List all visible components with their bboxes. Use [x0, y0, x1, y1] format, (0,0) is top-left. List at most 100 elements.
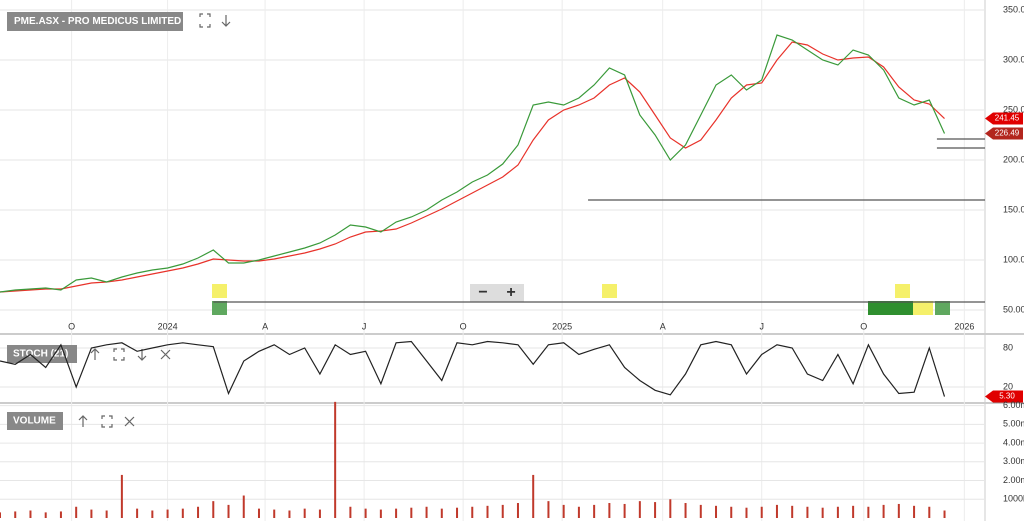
close-icon[interactable] — [160, 349, 171, 360]
volume-bar — [181, 508, 184, 518]
marker — [935, 301, 950, 315]
volume-bar — [303, 508, 306, 518]
volume-bar — [562, 504, 565, 518]
x-tick-label: O — [68, 321, 75, 331]
volume-bar — [59, 511, 62, 518]
y-tick-label: 20 — [1003, 381, 1013, 391]
zoom-out[interactable]: − — [478, 284, 487, 301]
volume-bar — [136, 508, 139, 518]
y-tick-label: 80 — [1003, 342, 1013, 352]
volume-bar — [486, 505, 489, 518]
volume-bar — [791, 505, 794, 518]
volume-bar — [532, 474, 535, 518]
x-tick-label: 2024 — [158, 321, 178, 331]
volume-bar — [654, 502, 657, 518]
zoom-in[interactable]: + — [506, 284, 515, 301]
volume-bar — [197, 506, 200, 518]
marker — [212, 284, 227, 298]
volume-bar — [425, 506, 428, 518]
volume-bar — [547, 501, 550, 518]
up-icon[interactable] — [78, 415, 88, 427]
volume-bar — [684, 503, 687, 518]
y-tick-label: 6.00m — [1003, 400, 1024, 410]
marker — [913, 301, 933, 315]
series-line — [0, 41, 945, 293]
volume-bar — [456, 507, 459, 518]
grid-layer — [0, 0, 985, 521]
last-value-tag — [985, 390, 1023, 403]
x-tick-label: 2026 — [954, 321, 974, 331]
y-tick-label: 5.00m — [1003, 419, 1024, 429]
volume-bar — [867, 506, 870, 518]
volume-bar — [166, 509, 169, 518]
zoom-bar — [470, 284, 524, 302]
volume-bar — [288, 510, 291, 518]
zoom-controls: − + — [470, 284, 524, 302]
y-tick-label: 100.00 — [1003, 254, 1024, 264]
volume-bar — [257, 508, 260, 518]
volume-bar — [897, 503, 900, 518]
x-tick-label: O — [460, 321, 467, 331]
y-tick-label: 250.00 — [1003, 104, 1024, 114]
volume-bar — [836, 506, 839, 518]
volume-bar — [242, 495, 245, 518]
last-value-tag — [985, 127, 1023, 140]
close-icon[interactable] — [124, 416, 135, 427]
x-tick-label: A — [262, 321, 268, 331]
y-tick-label: 200.00 — [1003, 154, 1024, 164]
up-icon[interactable] — [90, 348, 100, 360]
volume-bar — [227, 504, 230, 518]
title-badge — [7, 12, 183, 31]
series-line — [0, 340, 946, 397]
y-tick-label: 3.00m — [1003, 456, 1024, 466]
last-value-tag — [985, 112, 1023, 125]
volume-bar — [379, 509, 382, 518]
y-tick-label: 1000k — [1003, 494, 1024, 504]
x-tick-label: O — [860, 321, 867, 331]
panel-title: VOLUME — [13, 416, 56, 427]
volume-bar — [882, 504, 885, 518]
y-tick-label: 150.00 — [1003, 204, 1024, 214]
y-tick-label: 4.00m — [1003, 437, 1024, 447]
title-badge — [7, 412, 63, 430]
x-tick-label: J — [759, 321, 764, 331]
volume-bar — [501, 504, 504, 518]
marker — [602, 284, 617, 298]
x-tick-label: A — [660, 321, 666, 331]
volume-bar — [273, 509, 276, 518]
volume-bar — [775, 504, 778, 518]
expand-icon[interactable] — [101, 415, 113, 428]
x-tick-label: J — [362, 321, 367, 331]
volume-bar — [669, 499, 672, 518]
y-tick-label: 300.00 — [1003, 54, 1024, 64]
volume-bar — [75, 506, 78, 518]
volume-bar — [608, 503, 611, 518]
last-value-label: 241.45 — [995, 114, 1020, 123]
marker — [895, 284, 910, 298]
volume-bar — [913, 505, 916, 518]
last-value-label: 5.30 — [999, 392, 1015, 401]
marker — [212, 301, 227, 315]
panel-title: STOCH (21) — [13, 349, 68, 360]
series-line — [0, 34, 946, 293]
volume-bar — [14, 511, 17, 518]
volume-bar — [364, 508, 367, 518]
volume-bar — [699, 504, 702, 518]
volume-bar — [623, 503, 626, 518]
volume-bar — [577, 506, 580, 518]
down-icon[interactable] — [221, 15, 231, 27]
volume-bar — [471, 506, 474, 518]
volume-bar — [730, 506, 733, 518]
expand-icon[interactable] — [199, 13, 211, 28]
volume-bar — [852, 505, 855, 518]
volume-bar — [745, 507, 748, 518]
volume-bar — [151, 510, 154, 518]
volume-bar — [318, 509, 321, 518]
volume-bar — [90, 509, 93, 518]
signal-markers — [212, 284, 950, 315]
volume-bar — [638, 501, 641, 518]
expand-icon[interactable] — [113, 348, 125, 361]
y-tick-label: 350.00 — [1003, 4, 1024, 14]
volume-bar — [943, 510, 946, 518]
